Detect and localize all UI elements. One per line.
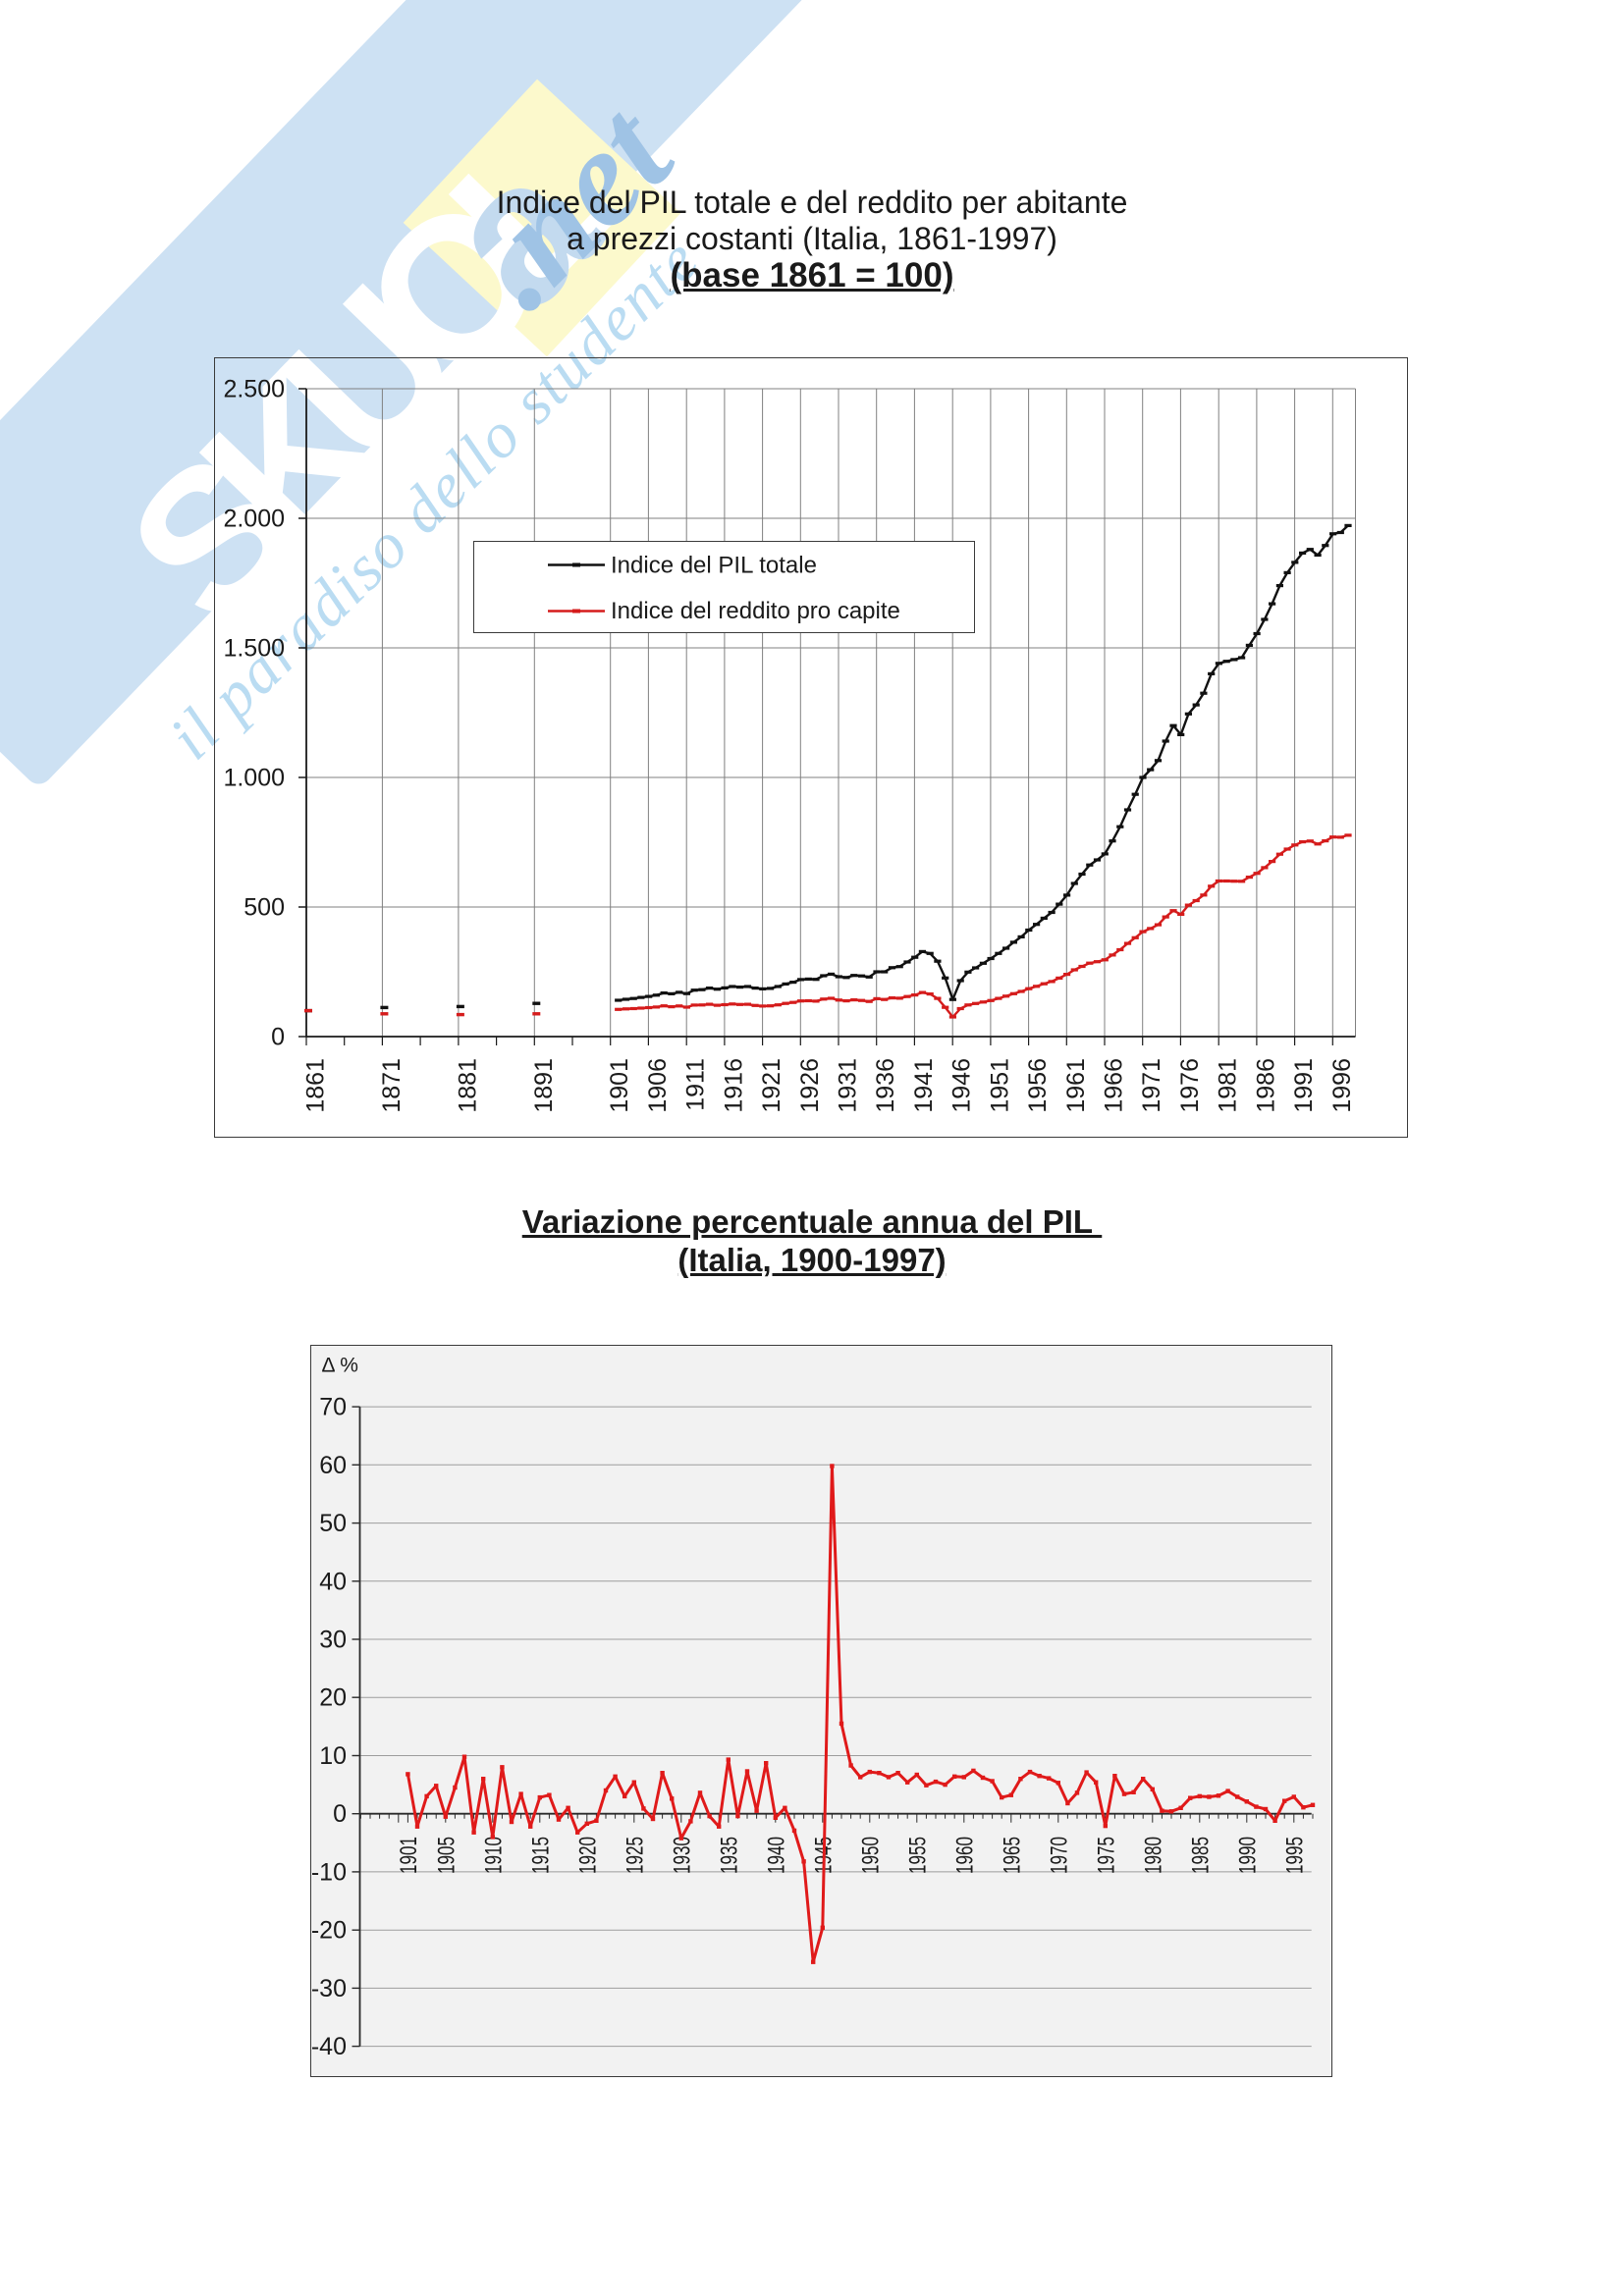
svg-text:1981: 1981 <box>1215 1058 1242 1113</box>
svg-text:1951: 1951 <box>986 1058 1013 1113</box>
svg-text:-40: -40 <box>311 2033 347 2060</box>
svg-text:1901: 1901 <box>606 1058 633 1113</box>
svg-text:2.000: 2.000 <box>223 506 285 533</box>
svg-text:1915: 1915 <box>528 1837 555 1874</box>
svg-text:1871: 1871 <box>378 1058 406 1113</box>
svg-text:1990: 1990 <box>1235 1837 1262 1874</box>
svg-text:-20: -20 <box>311 1917 347 1945</box>
svg-text:40: 40 <box>319 1568 347 1595</box>
svg-text:1935: 1935 <box>717 1837 743 1874</box>
svg-text:1946: 1946 <box>948 1058 976 1113</box>
svg-text:1861: 1861 <box>302 1058 330 1113</box>
svg-text:-10: -10 <box>311 1858 347 1886</box>
svg-text:1956: 1956 <box>1024 1058 1052 1113</box>
svg-text:2.500: 2.500 <box>223 376 285 403</box>
svg-text:1920: 1920 <box>575 1837 602 1874</box>
svg-text:1996: 1996 <box>1328 1058 1356 1113</box>
svg-text:1881: 1881 <box>454 1058 481 1113</box>
svg-text:10: 10 <box>319 1742 347 1770</box>
svg-text:1905: 1905 <box>434 1837 460 1874</box>
svg-text:1931: 1931 <box>835 1058 862 1113</box>
svg-text:1.000: 1.000 <box>223 765 285 792</box>
svg-text:1910: 1910 <box>481 1837 508 1874</box>
svg-text:1975: 1975 <box>1094 1837 1120 1874</box>
svg-text:1960: 1960 <box>952 1837 979 1874</box>
svg-text:1940: 1940 <box>764 1837 790 1874</box>
svg-text:1921: 1921 <box>758 1058 785 1113</box>
svg-text:1911: 1911 <box>682 1058 710 1111</box>
svg-text:1966: 1966 <box>1101 1058 1128 1113</box>
svg-text:1925: 1925 <box>623 1837 649 1874</box>
svg-text:1991: 1991 <box>1290 1058 1318 1113</box>
svg-text:1930: 1930 <box>670 1837 696 1874</box>
svg-text:1970: 1970 <box>1047 1837 1073 1874</box>
svg-text:1.500: 1.500 <box>223 635 285 663</box>
svg-text:1906: 1906 <box>644 1058 672 1113</box>
svg-text:0: 0 <box>271 1024 285 1051</box>
svg-text:1980: 1980 <box>1141 1837 1167 1874</box>
svg-text:Indice del reddito pro capite: Indice del reddito pro capite <box>611 598 900 624</box>
svg-text:1936: 1936 <box>872 1058 899 1113</box>
svg-text:1950: 1950 <box>858 1837 885 1874</box>
svg-text:60: 60 <box>319 1452 347 1479</box>
svg-text:1891: 1891 <box>530 1058 558 1113</box>
svg-text:1901: 1901 <box>396 1837 422 1874</box>
svg-text:0: 0 <box>333 1800 347 1828</box>
svg-text:1976: 1976 <box>1176 1058 1204 1113</box>
svg-text:1971: 1971 <box>1138 1058 1165 1113</box>
svg-text:1955: 1955 <box>905 1837 932 1874</box>
svg-text:500: 500 <box>244 894 285 922</box>
svg-text:30: 30 <box>319 1627 347 1654</box>
svg-text:1941: 1941 <box>910 1058 938 1113</box>
svg-text:20: 20 <box>319 1684 347 1712</box>
svg-text:Δ %: Δ % <box>322 1355 358 1377</box>
svg-text:1986: 1986 <box>1252 1058 1279 1113</box>
svg-text:1926: 1926 <box>796 1058 824 1113</box>
svg-text:1985: 1985 <box>1188 1837 1215 1874</box>
svg-text:1995: 1995 <box>1282 1837 1309 1874</box>
svg-text:1916: 1916 <box>720 1058 747 1113</box>
svg-text:-30: -30 <box>311 1975 347 2002</box>
svg-text:70: 70 <box>319 1394 347 1421</box>
svg-text:50: 50 <box>319 1510 347 1537</box>
svg-text:1965: 1965 <box>1000 1837 1026 1874</box>
svg-text:1961: 1961 <box>1062 1058 1090 1113</box>
svg-text:Indice del PIL totale: Indice del PIL totale <box>611 553 817 579</box>
